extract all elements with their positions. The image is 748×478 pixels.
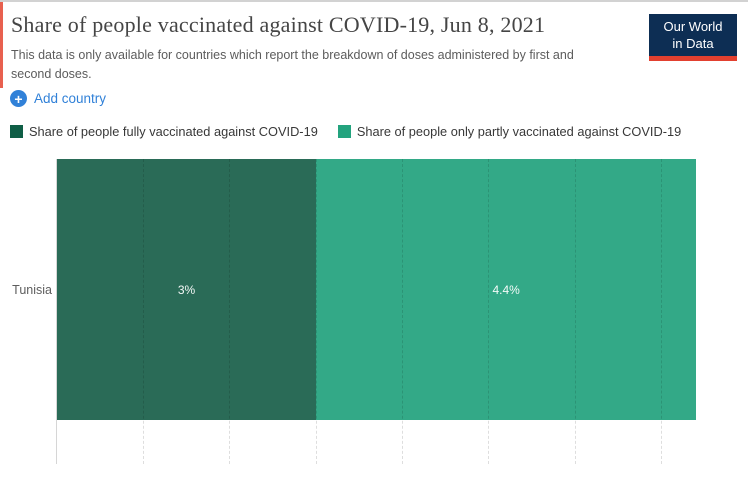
owid-logo-line2: in Data xyxy=(672,35,714,51)
legend-item-partly-vaccinated: Share of people only partly vaccinated a… xyxy=(337,124,682,139)
x-axis-zero-line xyxy=(56,159,57,464)
gridline-3-percent xyxy=(315,159,317,464)
bar-segment-partly-vaccinated[interactable]: 4.4% xyxy=(316,159,697,420)
stacked-bar-tunisia: 3% 4.4% xyxy=(57,159,697,420)
chart-legend: Share of people fully vaccinated against… xyxy=(10,124,681,139)
category-label-tunisia: Tunisia xyxy=(12,282,52,297)
add-country-button[interactable]: + Add country xyxy=(10,90,106,107)
chart-subtitle: This data is only available for countrie… xyxy=(11,48,574,81)
bar-value-label: 3% xyxy=(177,282,196,297)
bar-segment-fully-vaccinated[interactable]: 3% xyxy=(57,159,317,420)
gridline-7-percent xyxy=(661,159,663,464)
legend-label-partly-vaccinated: Share of people only partly vaccinated a… xyxy=(356,124,682,139)
gridline-4-percent xyxy=(402,159,403,464)
plot-area: Tunisia 3% 4.4% xyxy=(0,159,748,464)
gridline-2-percent xyxy=(229,159,231,464)
page-title: Share of people vaccinated against COVID… xyxy=(11,12,546,37)
legend-item-fully-vaccinated: Share of people fully vaccinated against… xyxy=(10,124,318,139)
left-accent-bar xyxy=(0,2,3,88)
legend-swatch-partly-vaccinated xyxy=(337,125,351,138)
legend-label-fully-vaccinated: Share of people fully vaccinated against… xyxy=(29,124,318,139)
add-country-label: Add country xyxy=(34,91,107,106)
legend-swatch-fully-vaccinated xyxy=(10,125,23,138)
gridline-6-percent xyxy=(574,159,576,464)
gridline-1-percent xyxy=(142,159,144,464)
plus-circle-icon: + xyxy=(10,90,27,107)
bar-value-label: 4.4% xyxy=(492,282,520,297)
owid-logo[interactable]: Our World in Data xyxy=(649,14,737,61)
owid-logo-line1: Our World xyxy=(663,19,723,34)
gridline-5-percent xyxy=(488,159,490,464)
